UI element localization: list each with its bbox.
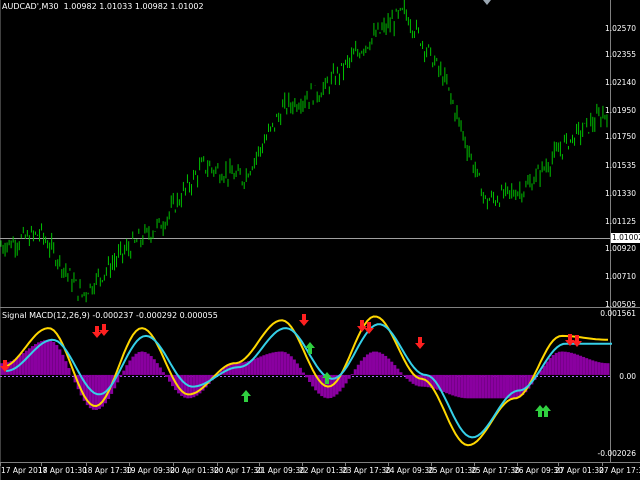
price-tick-label: 1.02355 (604, 50, 636, 59)
indicator-tick-label: -0.002026 (597, 449, 637, 458)
sell-arrow-icon (0, 360, 10, 372)
time-tick-label: 22 Apr 01:30 (299, 466, 348, 475)
time-tick-label: 20 Apr 17:30 (214, 466, 263, 475)
sell-arrow-icon (565, 334, 575, 346)
time-tick-label: 27 Apr 17:30 (599, 466, 640, 475)
time-tick-label: 24 Apr 09:30 (385, 466, 434, 475)
main-chart-header: AUDCAD',M30 1.00982 1.01033 1.00982 1.01… (2, 2, 204, 11)
indicator-tick-label: 0.001561 (600, 309, 636, 318)
time-tick-label: 20 Apr 01:30 (170, 466, 219, 475)
indicator-header: Signal MACD(12,26,9) -0.000237 -0.000292… (2, 311, 218, 320)
price-tick-label: 1.00710 (604, 272, 636, 281)
sell-arrow-icon (99, 324, 109, 336)
sell-arrow-icon (92, 326, 102, 338)
buy-arrow-icon (241, 390, 251, 402)
price-tick-label: 1.01950 (604, 106, 636, 115)
time-tick-label: 25 Apr 17:30 (471, 466, 520, 475)
time-tick-label: 27 Apr 01:30 (555, 466, 604, 475)
time-tick-marks (0, 462, 603, 466)
sell-arrow-icon (572, 335, 582, 347)
time-tick-label: 18 Apr 01:30 (38, 466, 87, 475)
sell-arrow-icon (415, 337, 425, 349)
current-price-badge: 1.01002 (611, 233, 640, 243)
buy-arrow-icon (541, 405, 551, 417)
price-tick-label: 1.01330 (604, 189, 636, 198)
buy-arrow-icon (535, 405, 545, 417)
indicator-tick-label: 0.00 (619, 372, 636, 381)
sell-arrow-icon (364, 322, 374, 334)
price-tick-label: 1.02570 (604, 24, 636, 33)
sell-arrow-icon (357, 320, 367, 332)
time-tick-label: 21 Apr 09:30 (256, 466, 305, 475)
time-tick-label: 19 Apr 09:30 (126, 466, 175, 475)
macd-histogram (0, 339, 610, 410)
sell-arrow-icon (299, 314, 309, 326)
price-tick-label: 1.00505 (604, 300, 636, 309)
price-bars (0, 0, 608, 303)
signal-arrows (0, 314, 582, 417)
time-tick-label: 23 Apr 17:30 (342, 466, 391, 475)
time-tick-label: 17 Apr 2017 (1, 466, 48, 475)
time-tick-label: 26 Apr 09:30 (514, 466, 563, 475)
time-tick-label: 25 Apr 01:30 (428, 466, 477, 475)
macd-line (1, 315, 608, 447)
buy-arrow-icon (305, 342, 315, 354)
price-tick-label: 1.01535 (604, 161, 636, 170)
price-tick-label: 1.00920 (604, 244, 636, 253)
buy-arrow-icon (322, 372, 332, 384)
price-tick-label: 1.01750 (604, 132, 636, 141)
price-tick-label: 1.02140 (604, 78, 636, 87)
time-tick-label: 18 Apr 17:30 (83, 466, 132, 475)
price-tick-label: 1.01125 (604, 217, 636, 226)
chart-shift-icon[interactable] (483, 0, 491, 5)
